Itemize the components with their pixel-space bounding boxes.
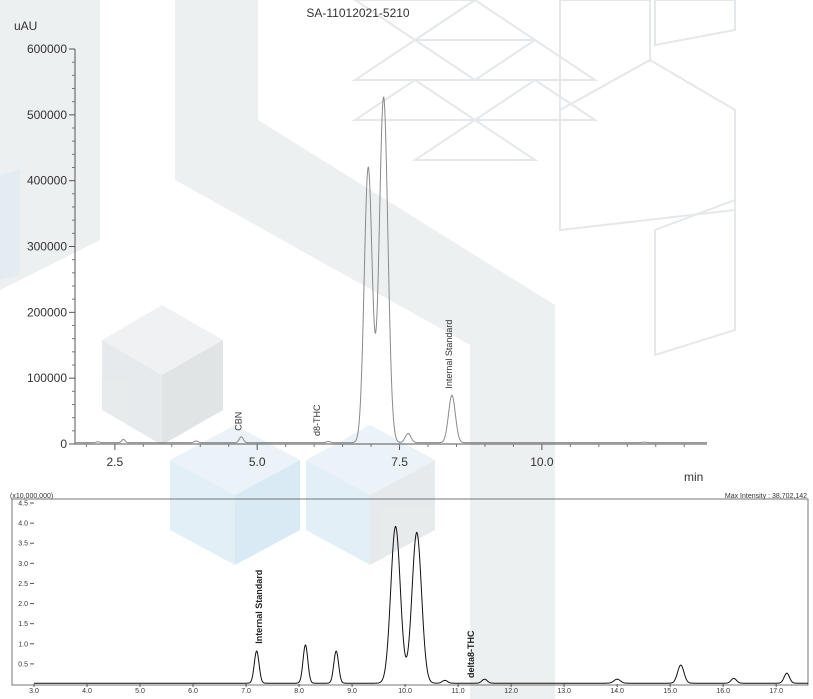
ms-x-tick-label: 15.0 [663, 688, 677, 695]
y-tick-label: 400000 [27, 174, 67, 188]
ms-x-tick-label: 14.0 [610, 688, 624, 695]
peak-label: d8-THC [312, 404, 322, 436]
chart-title: SA-11012021-5210 [306, 6, 410, 20]
y-tick-label: 600000 [27, 42, 67, 56]
ms-x-tick-label: 7.0 [241, 688, 251, 695]
y-tick-label: 0 [60, 437, 67, 451]
uv-trace-line [75, 96, 707, 444]
ms-peak-label: Internal Standard [254, 570, 264, 644]
y-tick-label: 200000 [27, 305, 67, 319]
uv-chromatogram: SA-11012021-5210 uAU min 0 100000 200000 30… [14, 6, 707, 484]
y-axis-label: uAU [14, 19, 37, 33]
ms-y-tick-label: 3.0 [18, 561, 28, 568]
ms-y-tick-label: 2.5 [18, 581, 28, 588]
x-tick-label: 5.0 [249, 455, 266, 469]
y-tick-label: 500000 [27, 108, 67, 122]
ms-peak-label: delta8-THC [466, 630, 476, 678]
peak-label: CBN [233, 412, 243, 431]
y-tick-label: 300000 [27, 240, 67, 254]
ms-y-tick-label: 0.5 [18, 661, 28, 668]
ms-y-tick-label: 1.0 [18, 641, 28, 648]
ms-x-tick-label: 17.0 [769, 688, 783, 695]
x-tick-label: 10.0 [530, 455, 554, 469]
ms-y-tick-label: 4.5 [18, 501, 28, 508]
x-tick-label: 2.5 [107, 455, 124, 469]
bg-triangle-mesh [351, 0, 736, 357]
x-tick-label: 7.5 [391, 455, 408, 469]
ms-y-tick-label: 2.0 [18, 601, 28, 608]
ms-x-tick-label: 9.0 [347, 688, 357, 695]
peak-annotations: CBN d8-THC Internal Standard [233, 320, 454, 436]
tick-labels: 0 100000 200000 300000 400000 500000 600000 2.5… [27, 42, 554, 469]
bg-band-light-left [0, 170, 20, 280]
ms-x-tick-label: 5.0 [135, 688, 145, 695]
ms-y-tick-label: 3.5 [18, 541, 28, 548]
ms-y-tick-label: 4.0 [18, 521, 28, 528]
ms-max-intensity-label: Max Intensity : 38,702,142 [725, 493, 807, 500]
ms-trace-line [34, 525, 808, 684]
ms-x-tick-label: 8.0 [294, 688, 304, 695]
peak-label: Internal Standard [444, 320, 454, 389]
bg-band-diagonal [175, 0, 555, 699]
ms-y-tick-label: 1.5 [18, 621, 28, 628]
ms-x-tick-label: 4.0 [82, 688, 92, 695]
x-axis-label: min [684, 470, 703, 484]
ms-tick-labels: 0.5 1.0 1.5 2.0 2.5 3.0 3.5 4.0 4.5 3.0 4.0 5.0 6.0 7… [18, 501, 783, 695]
ms-frame [11, 498, 809, 686]
ms-multiplier-label: (x10,000,000) [10, 493, 53, 500]
ms-x-tick-label: 16.0 [716, 688, 730, 695]
ms-x-tick-label: 11.0 [452, 688, 465, 695]
bg-cube-1 [102, 305, 223, 445]
ms-peak-annotations: Internal Standard delta8-THC [254, 570, 476, 678]
ms-x-tick-label: 3.0 [29, 688, 39, 695]
ms-x-tick-label: 12.0 [504, 688, 518, 695]
ms-x-tick-label: 13.0 [557, 688, 571, 695]
y-tick-label: 100000 [27, 371, 67, 385]
axes [69, 48, 707, 450]
ms-x-tick-label: 6.0 [188, 688, 198, 695]
ms-chromatogram: (x10,000,000) Max Intensity : 38,702,142… [10, 493, 809, 695]
ms-x-tick-label: 10.0 [398, 688, 412, 695]
